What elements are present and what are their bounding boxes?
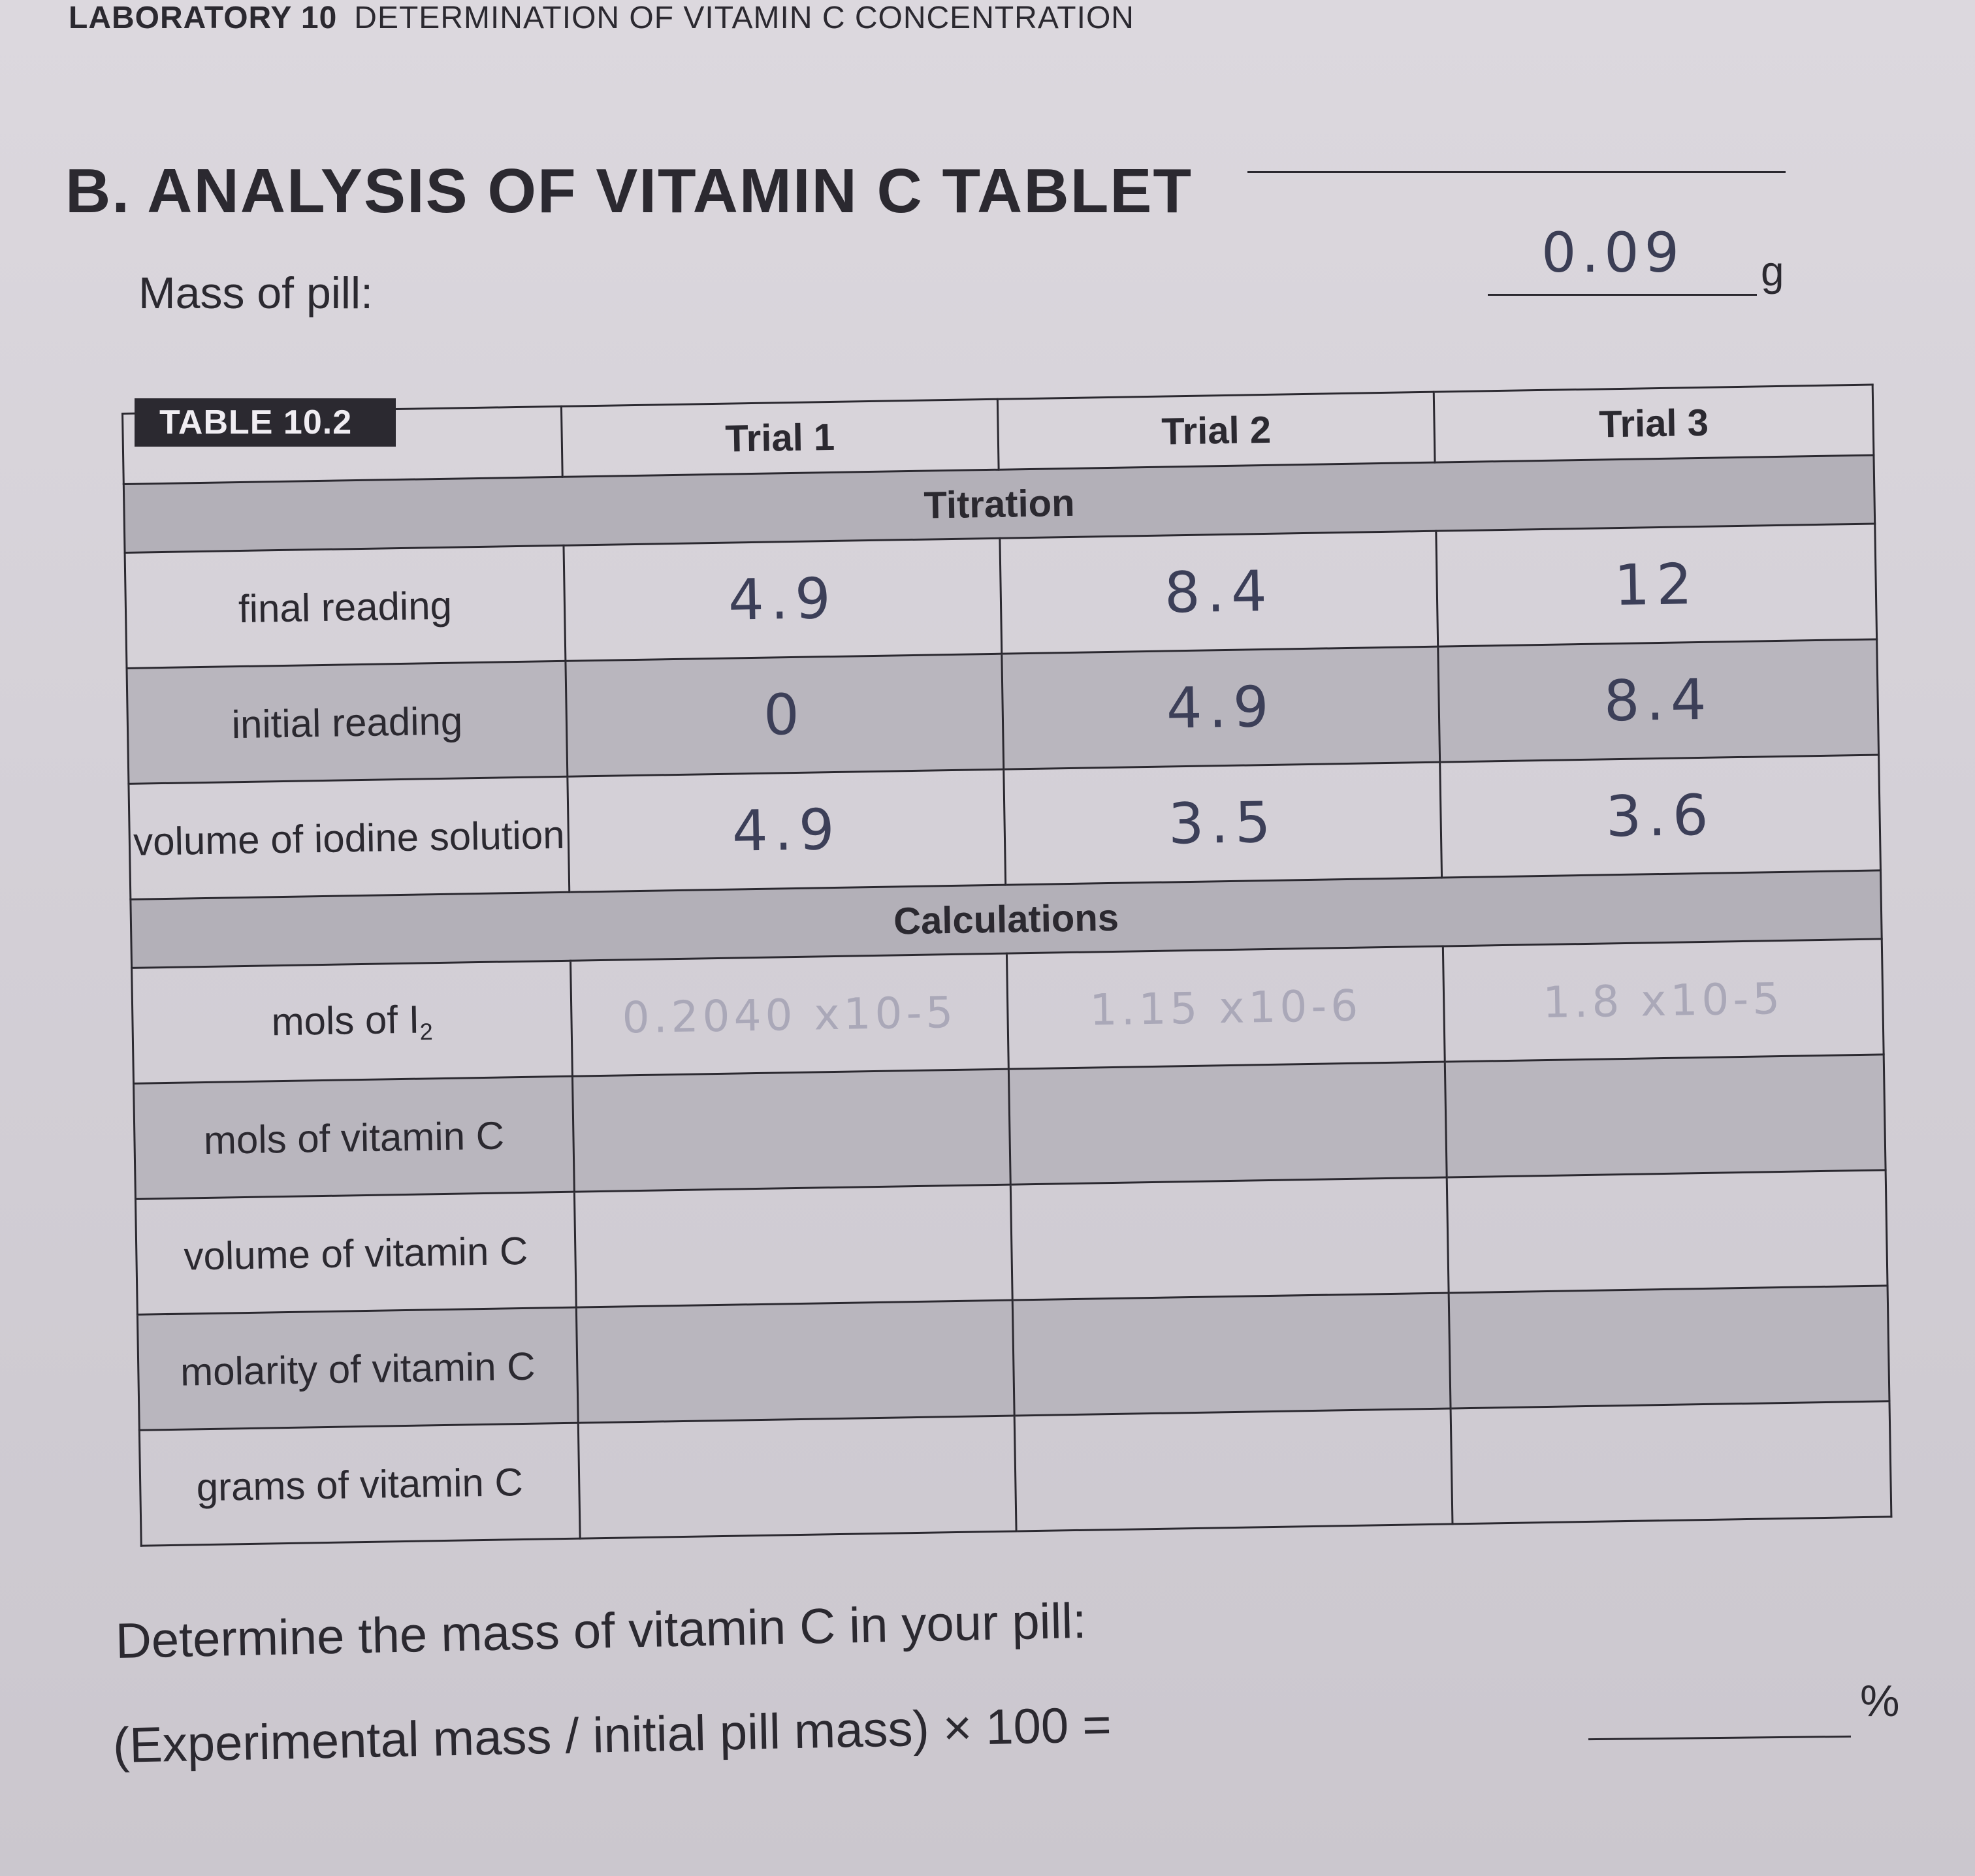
percent-formula: (Experimental mass / initial pill mass) … [112, 1696, 1112, 1773]
volume-vitamin-c-trial-3 [1447, 1169, 1888, 1293]
volume-vitamin-c-trial-2 [1010, 1177, 1449, 1301]
final-reading-trial-3: 12 [1436, 524, 1877, 647]
mols-i2-trial-2: 1.15 x10-6 [1006, 946, 1445, 1070]
data-table-wrap: Trial 1 Trial 2 Trial 3 Titration final … [121, 384, 1892, 1547]
initial-reading-trial-2: 4.9 [1001, 646, 1440, 770]
mols-vitamin-c-trial-1 [572, 1069, 1011, 1192]
row-label-mols-i2: mols of I2 [131, 961, 573, 1084]
mols-i2-label-text: mols of I [271, 997, 420, 1044]
grams-vitamin-c-trial-2 [1014, 1408, 1453, 1532]
mols-vitamin-c-trial-2 [1008, 1062, 1447, 1185]
title-rule [1247, 171, 1786, 173]
mass-of-pill-label: Mass of pill: [138, 268, 373, 318]
column-header-trial-3: Trial 3 [1434, 385, 1874, 463]
percent-unit: % [1860, 1676, 1900, 1726]
row-label-final-reading: final reading [125, 545, 566, 669]
mols-i2-subscript: 2 [419, 1017, 433, 1045]
molarity-vitamin-c-trial-2 [1012, 1292, 1451, 1416]
row-label-mols-vitamin-c: mols of vitamin C [133, 1076, 575, 1200]
running-head: LABORATORY 10 DETERMINATION OF VITAMIN C … [69, 0, 1134, 36]
initial-reading-trial-1: 0 [565, 654, 1004, 777]
grams-vitamin-c-trial-3 [1451, 1401, 1891, 1524]
molarity-vitamin-c-trial-1 [576, 1300, 1015, 1423]
row-label-molarity-vitamin-c: molarity of vitamin C [137, 1307, 579, 1431]
lab-number: LABORATORY 10 [69, 1, 338, 35]
lab-title: DETERMINATION OF VITAMIN C CONCENTRATION [354, 1, 1134, 35]
row-label-grams-vitamin-c: grams of vitamin C [139, 1423, 581, 1546]
final-reading-trial-1: 4.9 [563, 538, 1002, 661]
row-label-volume-iodine: volume of iodine solution [128, 776, 570, 900]
mols-i2-trial-1: 0.2040 x10-5 [570, 953, 1009, 1077]
initial-reading-trial-3: 8.4 [1437, 639, 1879, 763]
volume-iodine-trial-3: 3.6 [1439, 754, 1881, 878]
mass-of-pill-unit: g [1761, 247, 1784, 294]
row-label-volume-vitamin-c: volume of vitamin C [135, 1192, 577, 1315]
mass-of-pill-value: 0.09 [1541, 221, 1685, 285]
row-label-initial-reading: initial reading [126, 661, 568, 784]
volume-iodine-trial-2: 3.5 [1003, 762, 1442, 885]
volume-iodine-trial-1: 4.9 [567, 769, 1006, 893]
mols-i2-trial-3: 1.8 x10-5 [1443, 938, 1884, 1062]
mass-of-pill-blank [1488, 294, 1757, 296]
column-header-trial-2: Trial 2 [997, 392, 1436, 470]
column-header-trial-1: Trial 1 [561, 399, 999, 477]
determine-prompt: Determine the mass of vitamin C in your … [115, 1593, 1087, 1669]
grams-vitamin-c-trial-1 [578, 1416, 1017, 1539]
final-reading-trial-2: 8.4 [999, 531, 1438, 654]
molarity-vitamin-c-trial-3 [1449, 1285, 1889, 1408]
mols-vitamin-c-trial-3 [1445, 1054, 1886, 1178]
section-title: B. ANALYSIS OF VITAMIN C TABLET [65, 156, 1193, 226]
volume-vitamin-c-trial-1 [574, 1184, 1013, 1308]
table-tag: TABLE 10.2 [135, 398, 396, 447]
data-table: Trial 1 Trial 2 Trial 3 Titration final … [121, 384, 1892, 1547]
percent-blank [1588, 1735, 1852, 1741]
